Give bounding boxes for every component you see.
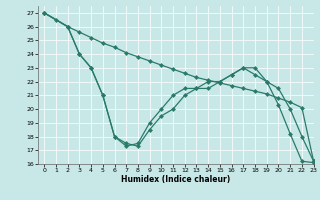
X-axis label: Humidex (Indice chaleur): Humidex (Indice chaleur) xyxy=(121,175,231,184)
